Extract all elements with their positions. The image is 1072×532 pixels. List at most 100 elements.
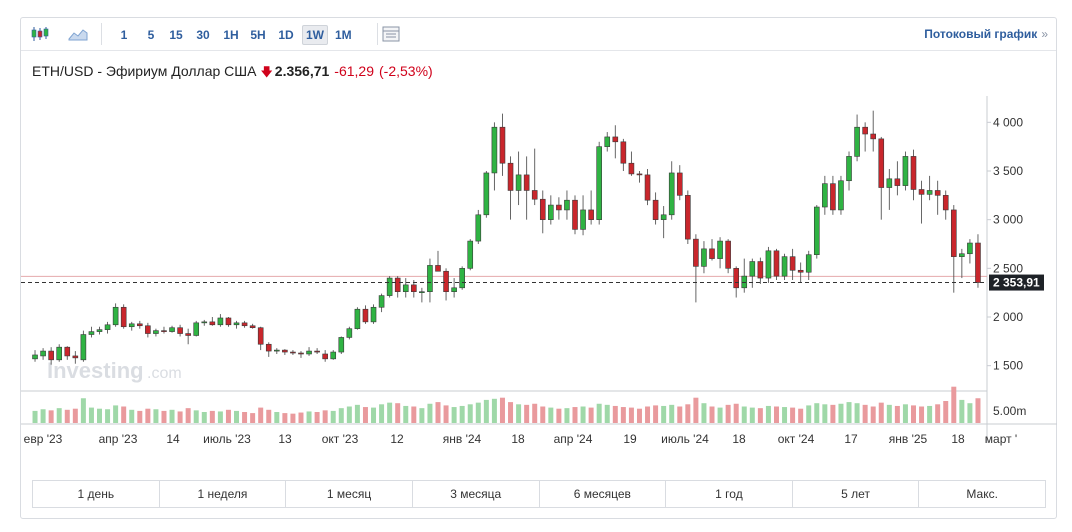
range-button[interactable]: 5 лет bbox=[793, 481, 920, 507]
x-axis-label: июль '23 bbox=[203, 432, 251, 446]
volume-bar bbox=[975, 398, 981, 423]
volume-bar bbox=[258, 407, 264, 423]
candle-down bbox=[950, 209, 957, 257]
volume-bar bbox=[217, 411, 223, 423]
candle-up bbox=[902, 156, 909, 186]
volume-bar bbox=[97, 408, 103, 423]
candle-down bbox=[290, 351, 296, 354]
candle-down bbox=[975, 242, 981, 283]
y-tick-label: 1 500 bbox=[993, 359, 1023, 373]
candle-down bbox=[435, 265, 441, 272]
candle-down bbox=[797, 269, 804, 273]
range-button[interactable]: 1 неделя bbox=[160, 481, 287, 507]
x-axis-label: 12 bbox=[390, 432, 404, 446]
timeframe-5[interactable]: 5 bbox=[147, 28, 155, 42]
streaming-chart-link[interactable]: Потоковый график» bbox=[924, 27, 1048, 41]
x-axis-label: 18 bbox=[732, 432, 746, 446]
candle-up bbox=[854, 126, 860, 157]
x-axis-label: окт '23 bbox=[322, 432, 359, 446]
timeframe-5h[interactable]: 5H bbox=[250, 28, 266, 42]
range-button[interactable]: 1 год bbox=[666, 481, 793, 507]
volume-bar bbox=[806, 405, 812, 423]
volume-bar bbox=[838, 403, 844, 423]
watermark-suffix: .com bbox=[147, 365, 182, 382]
volume-bar bbox=[741, 406, 747, 423]
volume-bar bbox=[902, 404, 908, 423]
candle-up bbox=[813, 206, 820, 256]
candle-up bbox=[765, 250, 772, 279]
volume-bar bbox=[773, 406, 779, 423]
y-tick-label: 2 000 bbox=[993, 310, 1023, 324]
candle-up bbox=[354, 308, 361, 329]
volume-bar bbox=[798, 408, 804, 423]
volume-bar bbox=[282, 413, 288, 423]
candle-down bbox=[693, 238, 699, 267]
candle-up bbox=[886, 178, 893, 188]
volume-bar bbox=[403, 405, 409, 423]
candle-down bbox=[531, 190, 538, 200]
y-tick-label: 4 000 bbox=[993, 115, 1023, 129]
candle-down bbox=[644, 174, 651, 201]
timeframe-1[interactable]: 1 bbox=[120, 28, 128, 42]
price-chart[interactable]: Investing .com 4 000 3 500 3 000 2 500 2 000 1 … bbox=[21, 18, 1058, 473]
candle-up bbox=[781, 256, 788, 277]
volume-bar bbox=[532, 403, 538, 423]
candle-up bbox=[32, 354, 38, 360]
volume-bar bbox=[242, 412, 248, 423]
volume-bar bbox=[161, 410, 167, 423]
volume-bar bbox=[653, 405, 659, 423]
volume-bar bbox=[387, 402, 393, 423]
candle-up bbox=[330, 351, 337, 360]
candle-down bbox=[257, 327, 264, 345]
volume-bar bbox=[169, 409, 175, 423]
candle-up bbox=[153, 330, 159, 334]
volume-bar bbox=[137, 410, 143, 423]
volume-bar bbox=[362, 407, 368, 423]
candle-down bbox=[161, 330, 167, 332]
volume-bar bbox=[572, 407, 578, 423]
volume-bar bbox=[459, 405, 465, 423]
timeframe-1w[interactable]: 1W bbox=[302, 25, 328, 45]
volume-bar bbox=[894, 405, 900, 423]
timeframe-15[interactable]: 15 bbox=[169, 28, 183, 42]
volume-bar bbox=[636, 408, 642, 423]
candle-up bbox=[96, 329, 103, 332]
range-button[interactable]: 6 месяцев bbox=[540, 481, 667, 507]
x-axis-label: евр '23 bbox=[24, 432, 63, 446]
candlestick-icon[interactable] bbox=[29, 24, 51, 44]
candle-down bbox=[757, 261, 764, 279]
volume-bar bbox=[564, 408, 570, 423]
candle-down bbox=[443, 270, 449, 292]
range-button[interactable]: 1 месяц bbox=[286, 481, 413, 507]
range-button[interactable]: 3 месяца bbox=[413, 481, 540, 507]
volume-bar bbox=[419, 408, 425, 423]
candle-up bbox=[749, 261, 756, 277]
candle-up bbox=[668, 172, 675, 216]
candle-down bbox=[394, 277, 401, 292]
area-chart-icon[interactable] bbox=[67, 24, 89, 44]
candle-up bbox=[491, 126, 498, 174]
volume-bar bbox=[927, 405, 933, 423]
volume-bar bbox=[886, 404, 892, 423]
timeframe-1d[interactable]: 1D bbox=[278, 28, 294, 42]
candle-down bbox=[314, 350, 320, 353]
candle-up bbox=[217, 317, 224, 326]
candle-up bbox=[402, 284, 409, 292]
volume-bar bbox=[508, 402, 514, 423]
x-axis-label: апр '23 bbox=[99, 432, 138, 446]
range-button[interactable]: Макс. bbox=[966, 487, 998, 501]
range-button[interactable]: 1 день bbox=[33, 481, 160, 507]
timeframe-1h[interactable]: 1H bbox=[223, 28, 239, 42]
volume-bar bbox=[725, 404, 731, 423]
volume-bar bbox=[967, 403, 973, 423]
timeframe-30[interactable]: 30 bbox=[196, 28, 210, 42]
volume-bar bbox=[411, 406, 417, 423]
volume-bar bbox=[499, 397, 505, 423]
timeframe-1m[interactable]: 1M bbox=[335, 28, 352, 42]
last-price: 2.356,71 bbox=[274, 63, 330, 79]
table-view-icon[interactable] bbox=[380, 24, 402, 44]
candle-up bbox=[838, 180, 844, 211]
candle-down bbox=[934, 190, 941, 196]
volume-bar bbox=[475, 402, 481, 423]
volume-bar bbox=[878, 402, 884, 423]
